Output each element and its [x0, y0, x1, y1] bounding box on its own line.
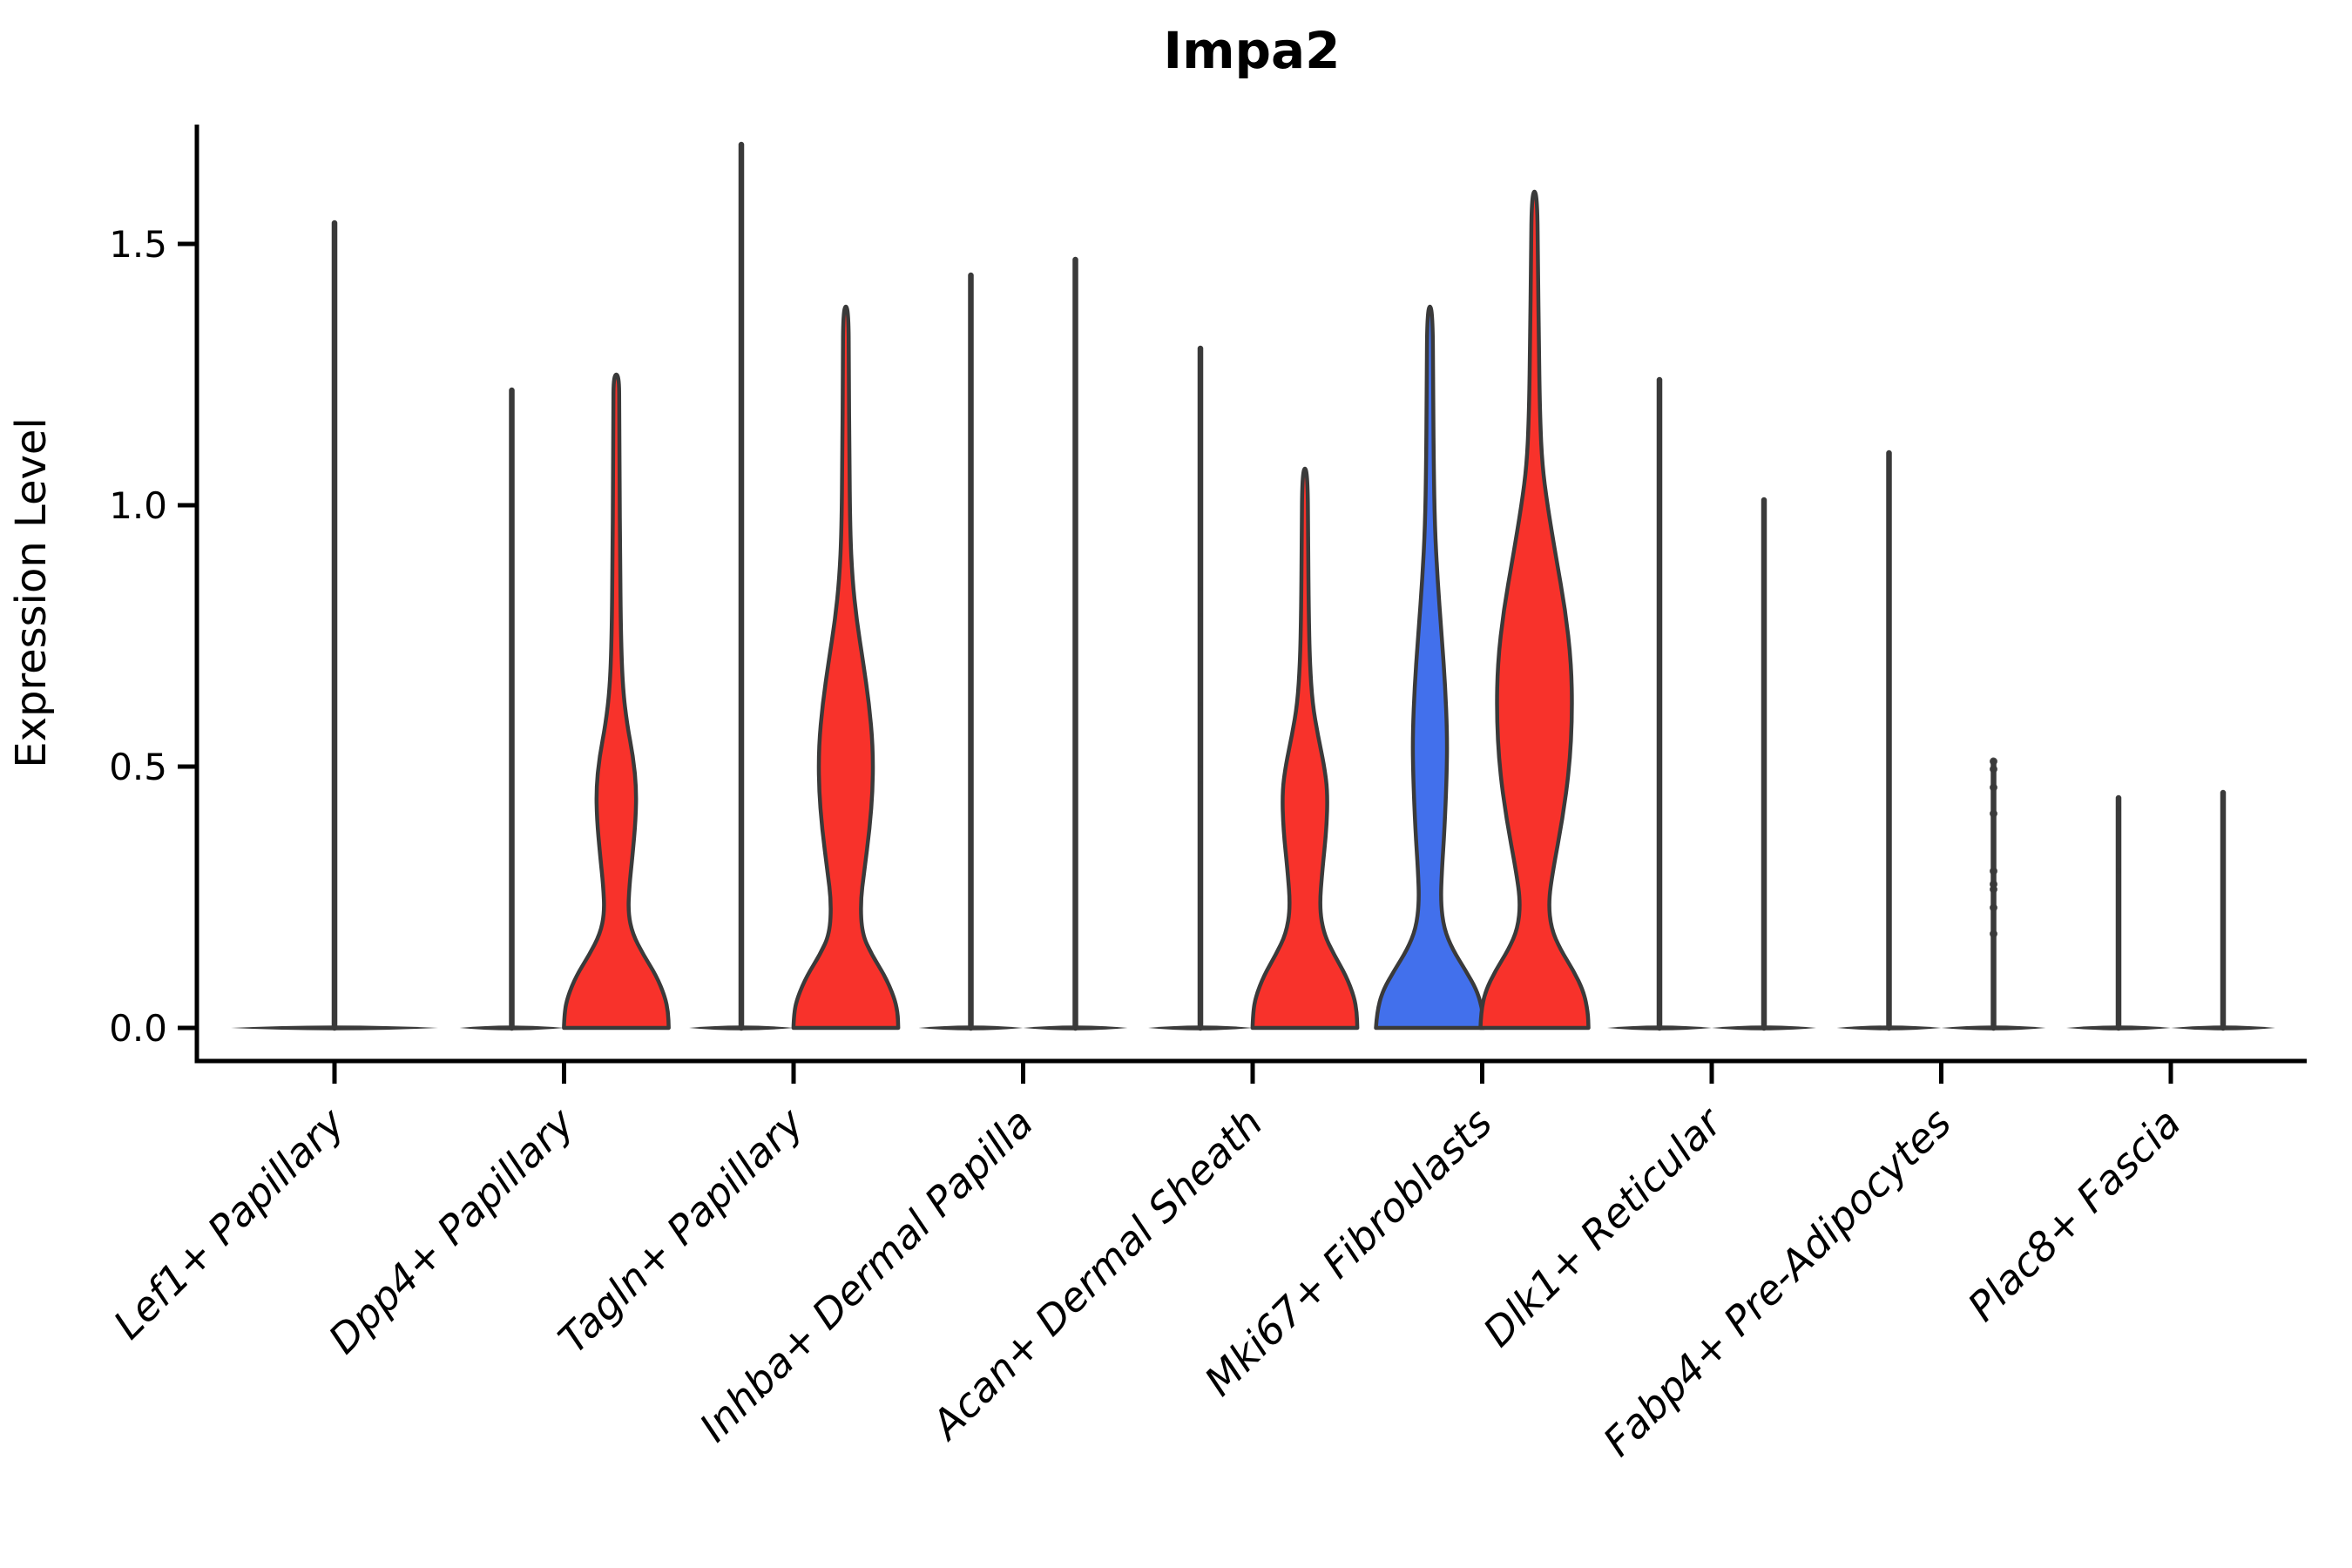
data-point: [1990, 885, 1997, 894]
y-tick-label: 1.5: [109, 223, 167, 266]
violin-blue: [1374, 304, 1486, 1031]
violin-red: [791, 304, 901, 1031]
violin-red: [1478, 189, 1591, 1031]
data-point: [2116, 806, 2121, 811]
data-point: [1990, 867, 1997, 875]
data-point: [1990, 765, 1997, 774]
data-point: [1990, 929, 1997, 938]
x-tick-label: Dpp4+ Papillary: [320, 1098, 584, 1362]
y-tick-label: 0.0: [109, 1007, 167, 1050]
data-point: [1198, 612, 1203, 618]
data-point: [1990, 757, 1997, 766]
x-tick-label: Dlk1+ Reticular: [1474, 1097, 1733, 1355]
x-tick-label: Plac8+ Fascia: [1958, 1099, 2189, 1330]
data-point: [1990, 783, 1997, 792]
data-point: [1198, 701, 1203, 706]
data-point: [1198, 586, 1203, 591]
violin-red: [562, 372, 671, 1031]
data-point: [1198, 764, 1203, 769]
chart-title: Impa2: [1163, 21, 1340, 80]
data-point: [2116, 868, 2121, 874]
x-tick-label: Lef1+ Papillary: [105, 1098, 354, 1348]
y-tick-label: 1.0: [109, 484, 167, 527]
data-point: [1198, 895, 1203, 900]
violin-red: [1250, 466, 1360, 1031]
y-axis-label: Expression Level: [7, 417, 56, 768]
y-tick-label: 0.5: [109, 746, 167, 788]
data-point: [1990, 809, 1997, 818]
x-tick-label: Tagln+ Papillary: [549, 1098, 813, 1362]
data-point: [1990, 903, 1997, 912]
data-point: [1198, 780, 1203, 785]
